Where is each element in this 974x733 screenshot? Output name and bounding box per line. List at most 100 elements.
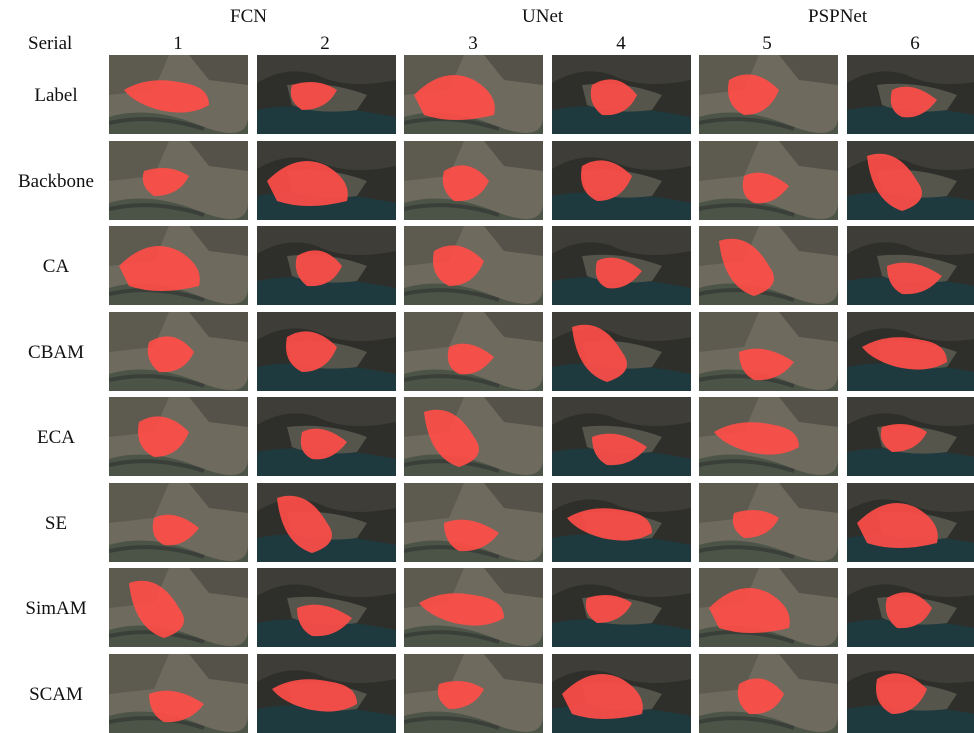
landslide-mask [267,161,348,206]
segmentation-tile-simam-2 [257,568,396,647]
landslide-mask [562,674,643,719]
segmentation-tile-simam-6 [847,568,974,647]
segmentation-tile-backbone-4 [552,141,691,220]
landslide-mask [585,594,632,623]
segmentation-tile-label-2 [257,55,396,134]
landslide-mask [709,588,790,633]
landslide-mask [277,495,332,553]
landslide-mask [732,509,779,538]
landslide-mask [286,331,337,372]
landslide-mask [592,433,647,466]
serial-label: Serial [28,33,73,54]
segmentation-tile-label-5 [699,55,838,134]
row-label-scam: SCAM [29,684,83,705]
landslide-mask [424,409,479,467]
row-label-cbam: CBAM [28,342,84,363]
segmentation-tile-cbam-2 [257,312,396,391]
column-header-2: 2 [320,33,330,54]
segmentation-tile-simam-5 [699,568,838,647]
column-header-6: 6 [910,33,920,54]
column-header-5: 5 [762,33,772,54]
landslide-mask [300,428,347,460]
landslide-mask [867,153,922,211]
landslide-mask [719,238,774,296]
landslide-mask [290,81,337,110]
segmentation-tile-ca-6 [847,226,974,305]
segmentation-tile-eca-5 [699,397,838,476]
segmentation-tile-scam-1 [109,654,248,733]
segmentation-tile-se-6 [847,483,974,562]
landslide-mask [142,167,189,196]
landslide-mask [887,262,942,295]
landslide-mask [444,519,499,552]
segmentation-tile-se-2 [257,483,396,562]
segmentation-tile-backbone-2 [257,141,396,220]
segmentation-tile-cbam-6 [847,312,974,391]
segmentation-tile-scam-6 [847,654,974,733]
segmentation-tile-cbam-3 [404,312,543,391]
segmentation-tile-eca-2 [257,397,396,476]
group-label-unet: UNet [522,6,564,27]
row-label-se: SE [44,513,68,534]
segmentation-tile-label-1 [109,55,248,134]
segmentation-tile-cbam-5 [699,312,838,391]
segmentation-tile-simam-1 [109,568,248,647]
landslide-mask [728,74,779,115]
landslide-mask [890,86,937,118]
group-label-fcn: FCN [230,6,267,27]
segmentation-tile-eca-6 [847,397,974,476]
row-label-label: Label [34,85,78,106]
landslide-mask [119,246,200,291]
row-label-ca: CA [42,256,70,277]
segmentation-tile-se-3 [404,483,543,562]
landslide-mask [590,79,637,116]
segmentation-tile-ca-4 [552,226,691,305]
segmentation-tile-label-4 [552,55,691,134]
segmentation-tile-label-3 [404,55,543,134]
row-label-eca: ECA [37,427,75,448]
landslide-mask [437,680,484,709]
landslide-mask [129,580,184,638]
segmentation-tile-se-5 [699,483,838,562]
landslide-mask [414,75,495,120]
segmentation-tile-simam-4 [552,568,691,647]
landslide-mask [595,257,642,289]
segmentation-tile-scam-2 [257,654,396,733]
landslide-mask [739,348,794,381]
landslide-mask [433,245,484,286]
segmentation-tile-ca-5 [699,226,838,305]
segmentation-tile-backbone-3 [404,141,543,220]
segmentation-tile-cbam-1 [109,312,248,391]
segmentation-tile-ca-3 [404,226,543,305]
landslide-mask [737,678,784,715]
segmentation-tile-scam-3 [404,654,543,733]
column-header-1: 1 [173,33,183,54]
landslide-mask [876,673,927,714]
segmentation-tile-backbone-6 [847,141,974,220]
landslide-mask [567,508,652,541]
segmentation-tile-eca-4 [552,397,691,476]
landslide-mask [885,592,932,629]
landslide-mask [147,336,194,373]
landslide-mask [880,423,927,452]
landslide-mask [857,503,938,548]
segmentation-tile-se-1 [109,483,248,562]
segmentation-tile-scam-5 [699,654,838,733]
segmentation-tile-eca-1 [109,397,248,476]
column-header-4: 4 [616,33,626,54]
landslide-mask [295,250,342,287]
column-header-3: 3 [468,33,478,54]
segmentation-tile-label-6 [847,55,974,134]
segmentation-tile-scam-4 [552,654,691,733]
segmentation-tile-se-4 [552,483,691,562]
segmentation-tile-backbone-1 [109,141,248,220]
landslide-mask [442,165,489,202]
segmentation-tile-ca-2 [257,226,396,305]
group-label-pspnet: PSPNet [808,6,868,27]
segmentation-tile-ca-1 [109,226,248,305]
segmentation-tile-eca-3 [404,397,543,476]
segmentation-tile-cbam-4 [552,312,691,391]
landslide-mask [742,172,789,204]
landslide-mask [862,337,947,370]
segmentation-tile-backbone-5 [699,141,838,220]
